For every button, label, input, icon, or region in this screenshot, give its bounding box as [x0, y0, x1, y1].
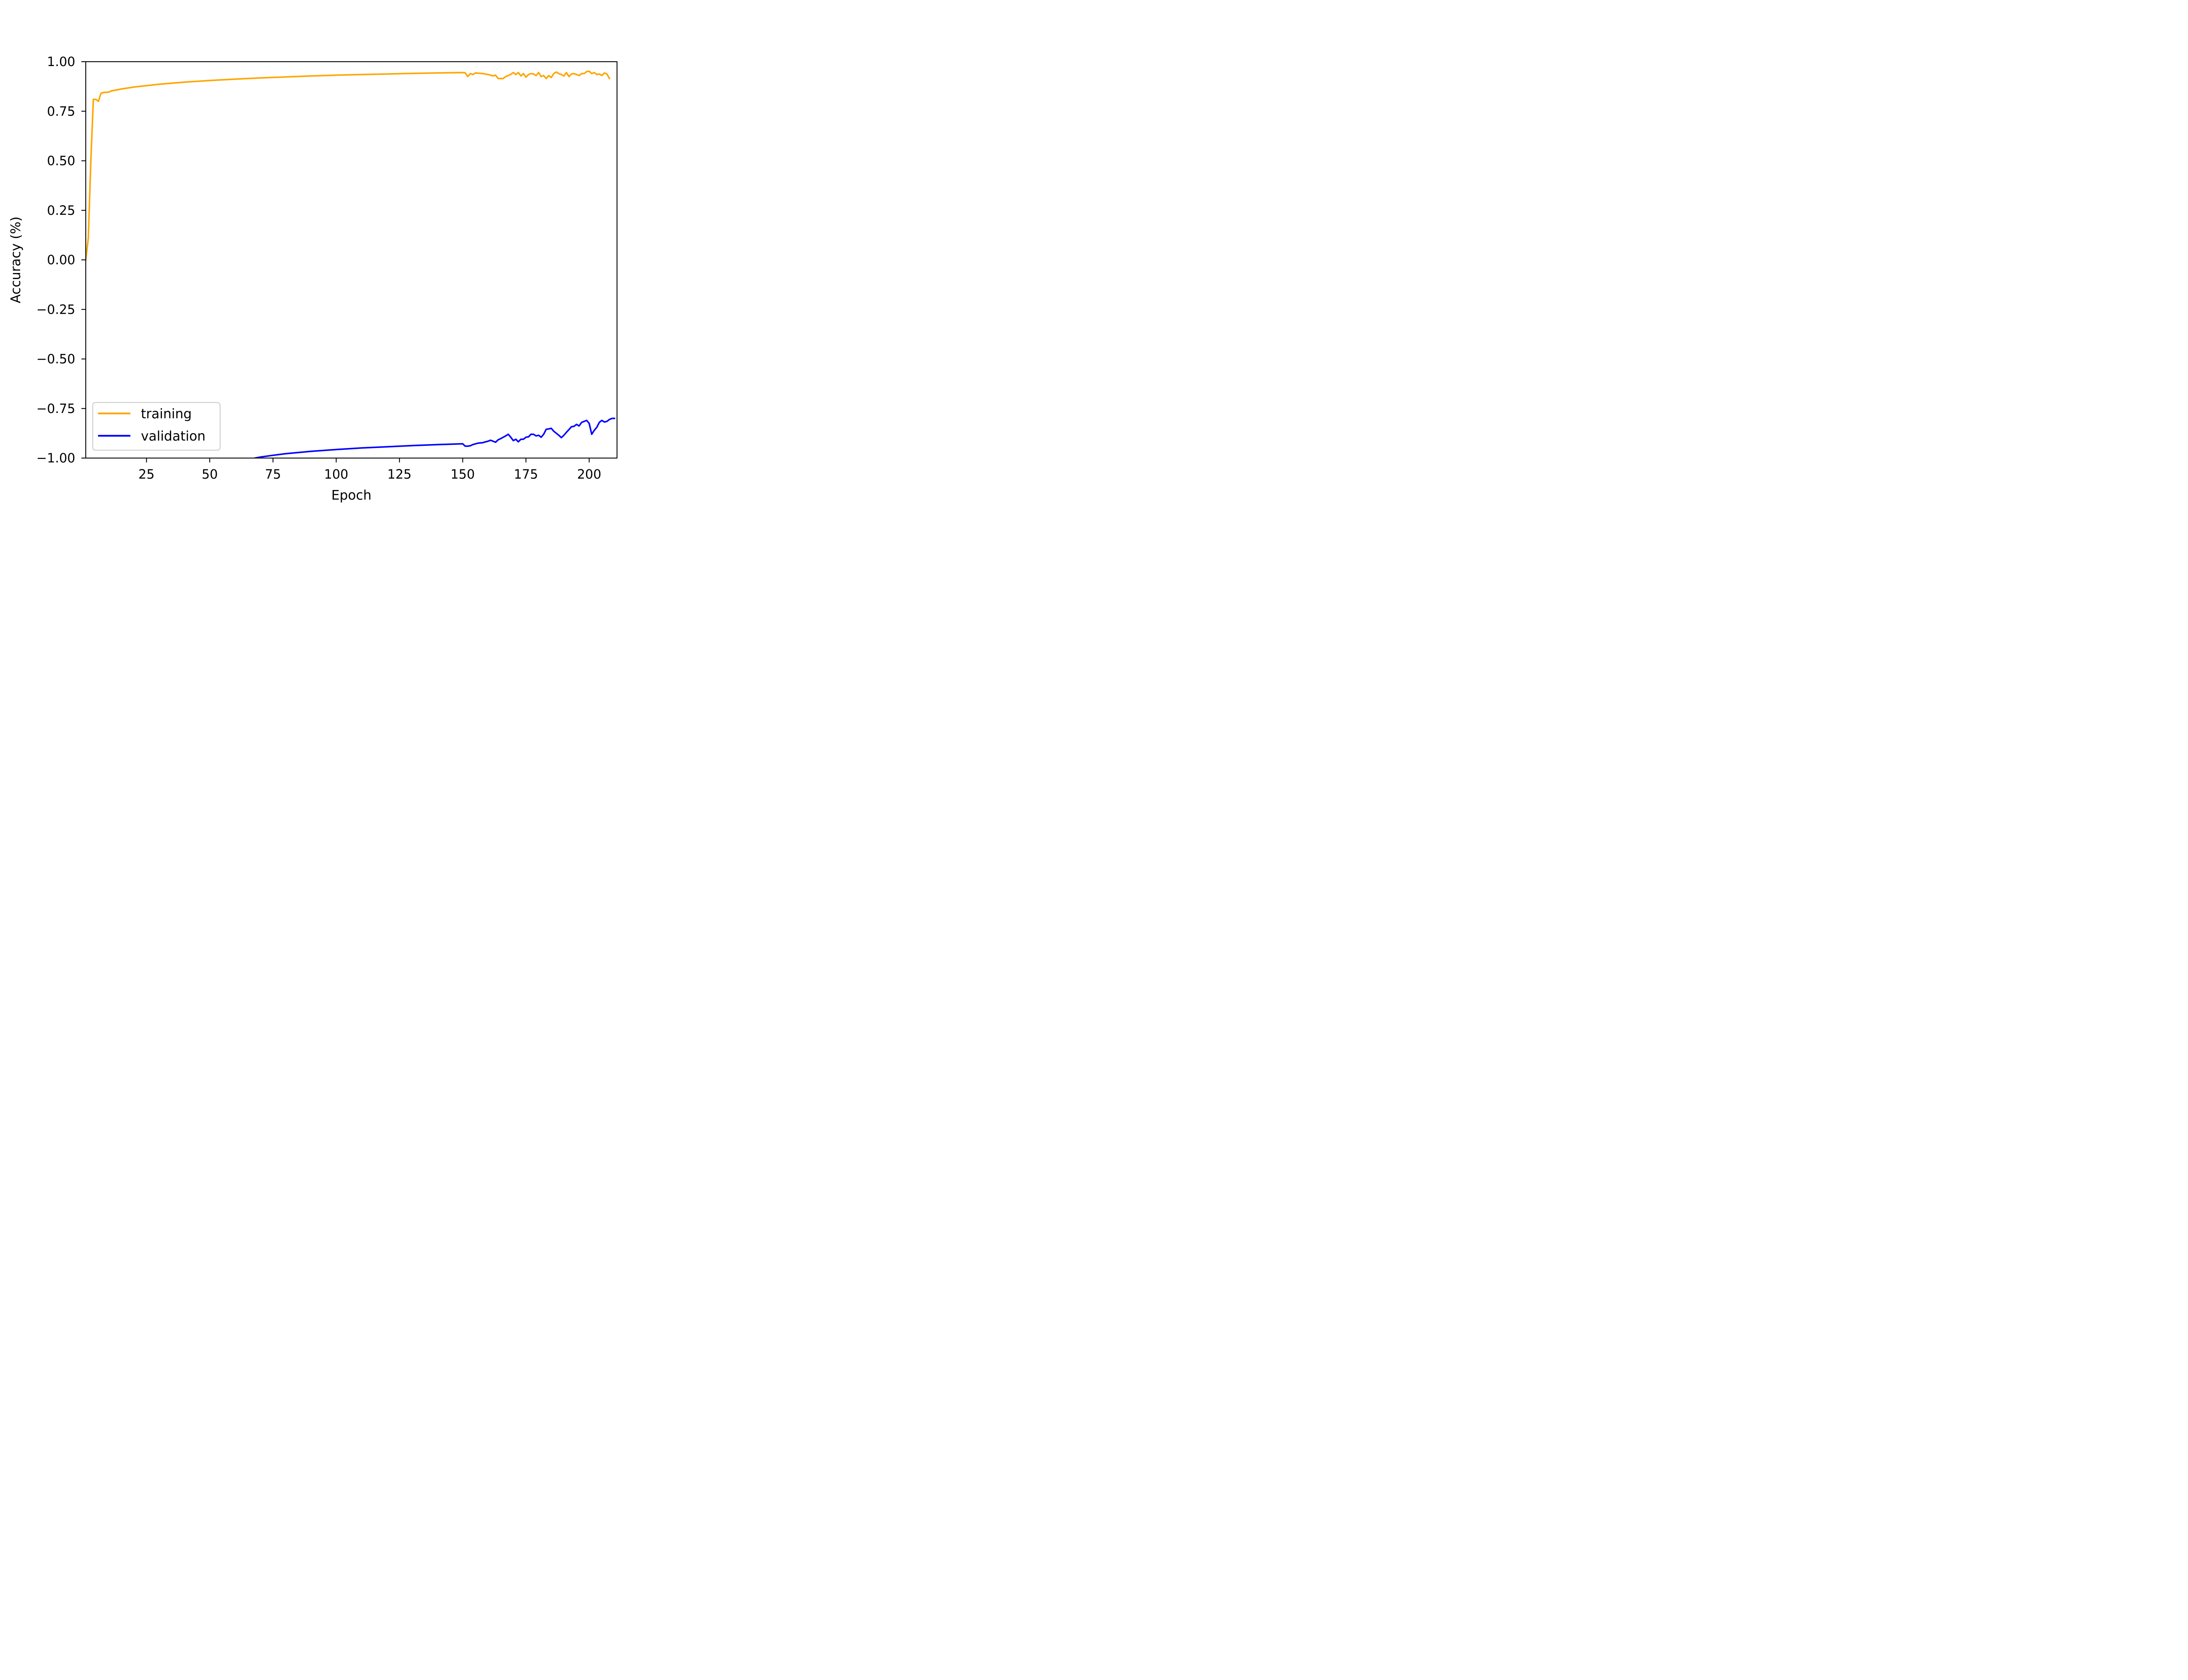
y-tick-label: 0.00 [47, 252, 75, 267]
y-tick-label: 0.75 [47, 104, 75, 119]
y-tick-label: −0.50 [36, 352, 75, 367]
x-tick-label: 75 [265, 467, 281, 482]
x-axis-title: Epoch [331, 488, 372, 503]
series-line-validation [254, 417, 615, 458]
x-tick-label: 100 [324, 467, 348, 482]
y-tick-label: 0.25 [47, 203, 75, 218]
series-layer [86, 70, 615, 458]
legend: training validation [92, 402, 221, 451]
x-axis: 25 50 75 100 125 150 175 200 [138, 458, 601, 482]
y-tick-label: 0.50 [47, 154, 75, 168]
x-tick-label: 50 [202, 467, 218, 482]
y-axis-title: Accuracy (%) [8, 217, 24, 303]
legend-box [92, 402, 221, 451]
x-tick-label: 125 [387, 467, 411, 482]
series-line-training [86, 70, 611, 261]
y-tick-label: 1.00 [47, 54, 75, 69]
legend-label-training: training [141, 406, 192, 422]
x-tick-label: 25 [138, 467, 154, 482]
y-tick-label: −0.75 [36, 401, 75, 416]
line-chart: 25 50 75 100 125 150 175 200 −1.00 −0.75 −0.50 −0.… [0, 0, 677, 507]
y-tick-label: −1.00 [36, 451, 75, 466]
x-tick-label: 200 [577, 467, 601, 482]
legend-label-validation: validation [141, 429, 206, 444]
x-tick-label: 175 [514, 467, 538, 482]
y-tick-label: −0.25 [36, 302, 75, 317]
x-tick-label: 150 [451, 467, 475, 482]
y-axis: −1.00 −0.75 −0.50 −0.25 0.00 0.25 0.50 0.75 1.00 [36, 54, 86, 466]
